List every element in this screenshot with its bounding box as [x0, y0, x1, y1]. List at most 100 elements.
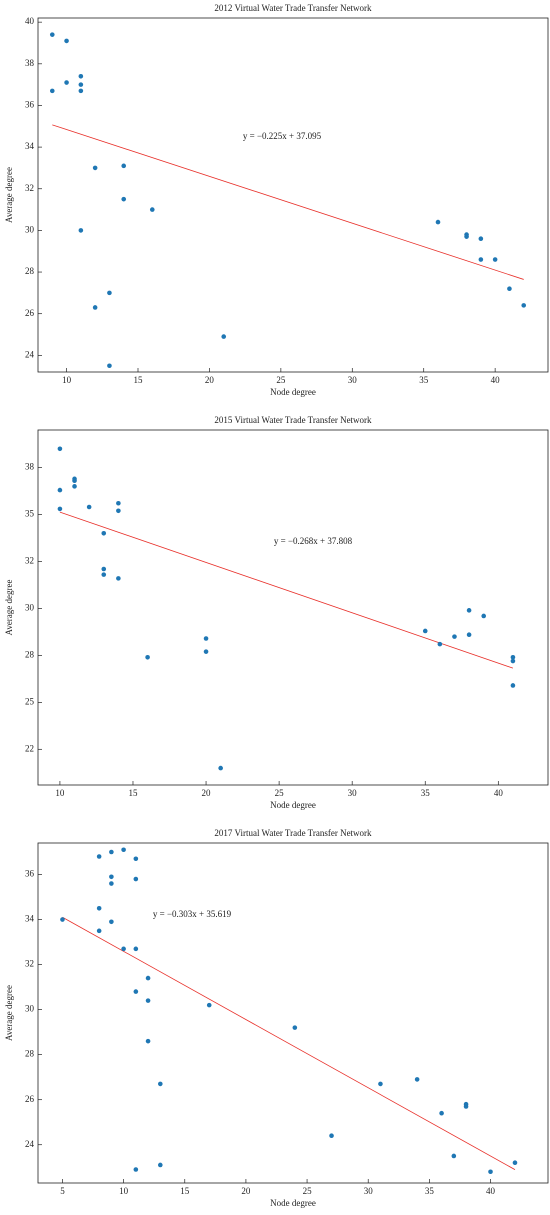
point	[107, 363, 112, 369]
y-tick-label: 26	[25, 1094, 35, 1104]
y-tick-label: 32	[25, 183, 34, 193]
y-tick-label: 25	[25, 696, 35, 706]
trendline	[59, 511, 514, 669]
point	[57, 506, 63, 512]
point	[507, 286, 512, 292]
y-tick-label: 36	[25, 100, 35, 110]
x-axis-label: Node degree	[270, 1198, 316, 1208]
point	[107, 290, 112, 296]
x-tick-label: 30	[348, 375, 358, 385]
point	[96, 928, 102, 934]
point	[49, 88, 55, 94]
point	[109, 874, 114, 880]
point	[145, 998, 151, 1003]
point	[64, 38, 69, 44]
x-tick-label: 20	[202, 788, 212, 798]
y-tick-label: 36	[25, 869, 35, 879]
y-tick-label: 32	[25, 959, 34, 969]
point	[57, 487, 63, 493]
x-tick-label: 15	[134, 375, 144, 385]
plot-frame	[37, 842, 549, 1184]
plot-frame	[37, 429, 549, 786]
point	[439, 1110, 444, 1116]
y-tick-label: 26	[25, 308, 35, 318]
point	[451, 1153, 457, 1159]
y-tick-label: 28	[25, 649, 35, 659]
y-tick-label: 30	[25, 224, 35, 234]
x-tick-label: 15	[128, 788, 138, 798]
y-tick-label: 34	[25, 141, 35, 151]
point	[101, 572, 107, 577]
y-tick-label: 40	[25, 16, 35, 26]
point	[109, 849, 114, 855]
x-tick-label: 25	[303, 1186, 313, 1196]
point	[203, 649, 209, 654]
point	[60, 917, 65, 922]
point	[158, 1162, 163, 1168]
point	[510, 683, 516, 688]
x-tick-label: 40	[486, 1186, 496, 1196]
point	[86, 504, 92, 510]
point	[145, 1038, 151, 1044]
chart-title: 2017 Virtual Water Trade Transfer Networ…	[214, 828, 372, 838]
point	[478, 257, 484, 262]
point	[121, 847, 126, 853]
x-axis-label: Node degree	[270, 387, 316, 397]
y-tick-label: 34	[25, 914, 35, 924]
y-tick-label: 24	[25, 1139, 35, 1149]
point	[49, 32, 55, 37]
trendline-label: y = −0.303x + 35.619	[153, 909, 232, 919]
point	[109, 881, 114, 886]
y-axis-label: Average degree	[4, 985, 14, 1041]
point	[422, 628, 428, 634]
x-tick-label: 25	[276, 375, 286, 385]
point	[463, 1104, 469, 1109]
point	[437, 641, 443, 647]
point	[203, 636, 209, 641]
point	[221, 334, 227, 339]
point	[78, 88, 84, 94]
point	[158, 1081, 163, 1087]
point	[78, 82, 84, 87]
point	[145, 654, 150, 660]
point	[466, 608, 472, 613]
x-tick-label: 30	[348, 788, 358, 798]
trendline	[52, 124, 524, 280]
point	[133, 946, 139, 952]
point	[57, 446, 63, 452]
x-tick-label: 35	[419, 375, 429, 385]
x-tick-label: 35	[421, 788, 431, 798]
point	[64, 80, 69, 85]
point	[292, 1025, 298, 1030]
y-tick-label: 28	[25, 266, 35, 276]
point	[121, 163, 127, 169]
x-tick-label: 10	[119, 1186, 129, 1196]
point	[116, 500, 121, 506]
y-axis-label: Average degree	[4, 579, 14, 635]
point	[414, 1077, 420, 1082]
point	[218, 765, 223, 771]
point	[329, 1133, 334, 1139]
x-tick-label: 20	[205, 375, 215, 385]
x-tick-label: 5	[60, 1186, 65, 1196]
plot-frame	[37, 17, 549, 373]
point	[96, 905, 102, 911]
trendline-label: y = −0.268x + 37.808	[274, 536, 353, 546]
point	[521, 303, 527, 308]
point	[478, 236, 484, 242]
point	[488, 1169, 493, 1175]
x-axis-label: Node degree	[270, 800, 316, 810]
point	[149, 207, 155, 212]
point	[133, 989, 139, 994]
point	[72, 478, 77, 484]
point	[116, 576, 121, 581]
point	[510, 654, 516, 660]
point	[92, 165, 98, 171]
point	[133, 856, 139, 862]
point	[510, 658, 516, 664]
x-tick-label: 10	[55, 788, 65, 798]
x-tick-label: 30	[364, 1186, 374, 1196]
point	[435, 219, 441, 225]
point	[206, 1002, 212, 1008]
